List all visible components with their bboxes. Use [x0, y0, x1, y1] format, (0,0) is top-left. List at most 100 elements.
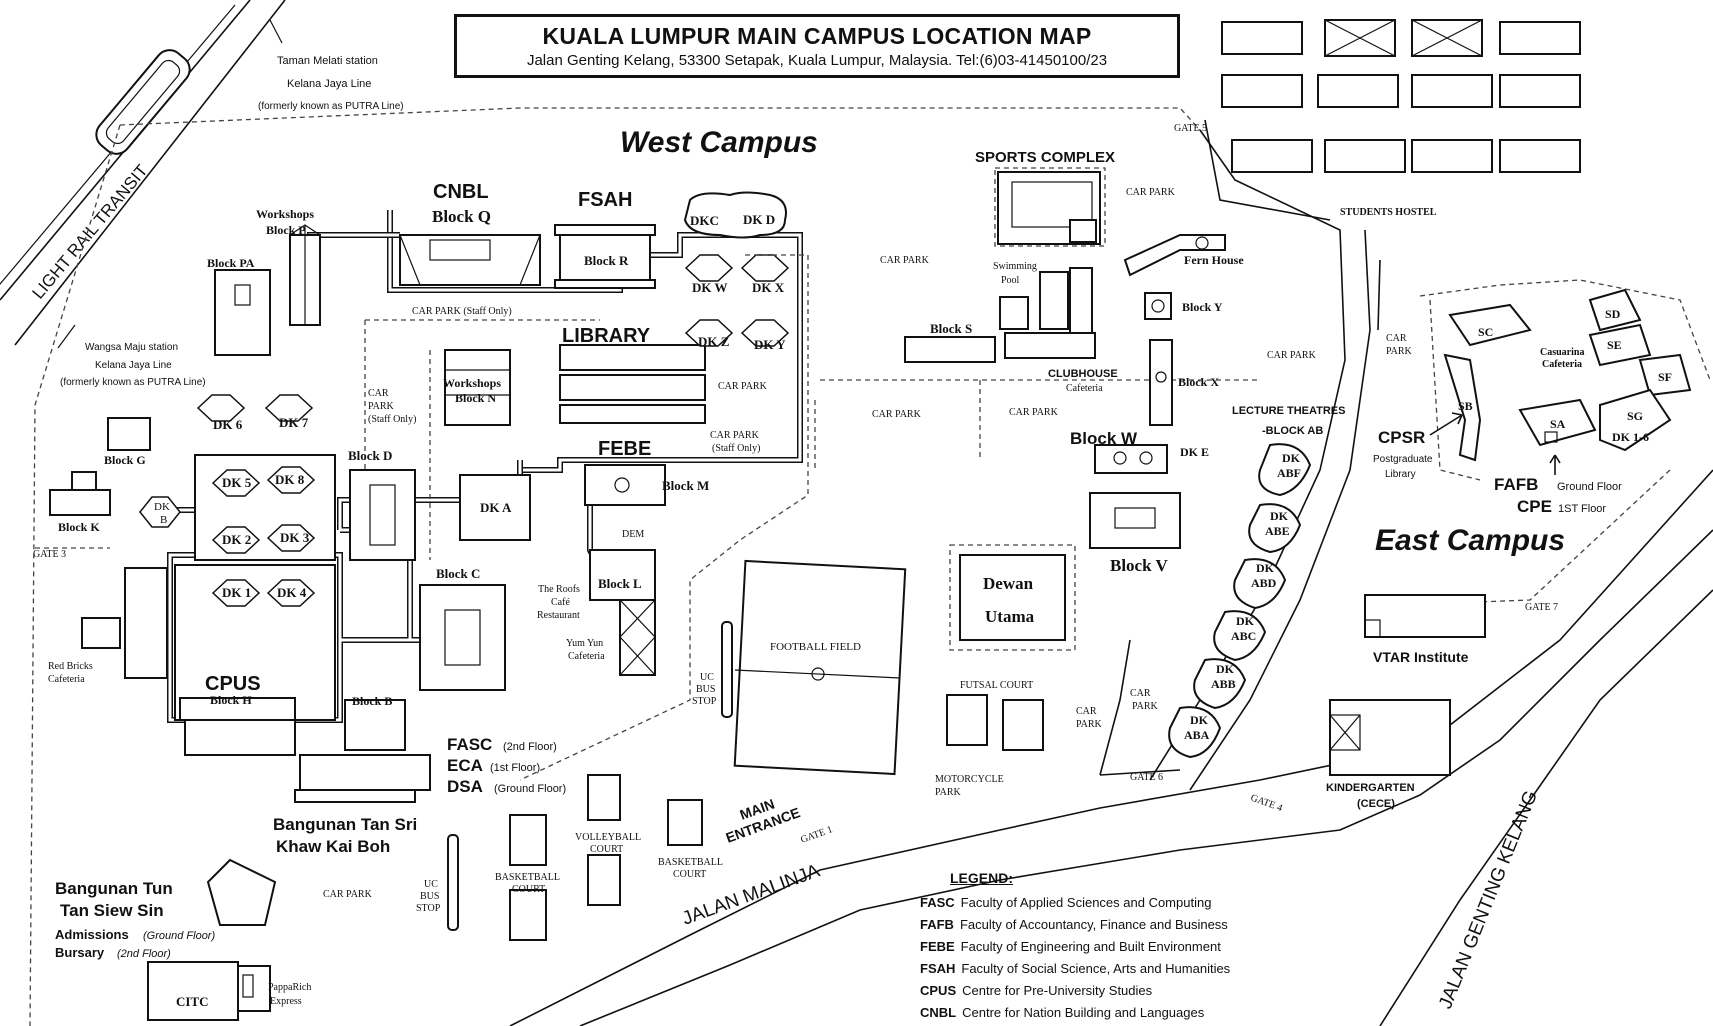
- legend-text: Faculty of Engineering and Built Environ…: [960, 939, 1221, 954]
- futsal-label: FUTSAL COURT: [960, 680, 1033, 691]
- dk7-label: DK 7: [279, 415, 309, 430]
- legend-row: FASC Faculty of Applied Sciences and Comp…: [920, 892, 1340, 914]
- west-campus-label: West Campus: [620, 126, 818, 159]
- pappa-label-1: PappaRich: [268, 982, 311, 993]
- legend-row: FSAH Faculty of Social Science, Arts and …: [920, 958, 1340, 980]
- gate6-label: GATE 6: [1130, 772, 1163, 783]
- legend: LEGEND: FASC Faculty of Applied Sciences …: [920, 870, 1340, 1024]
- carpark-staff-mid-1: CAR PARK: [710, 430, 760, 441]
- wangsa-line-label: Kelana Jaya Line: [95, 360, 172, 371]
- road-hostel: [1204, 119, 1381, 331]
- gate4-label: GATE 4: [1249, 792, 1284, 814]
- gate3-label: GATE 3: [33, 549, 66, 560]
- dsa-floor-label: (Ground Floor): [494, 783, 566, 795]
- workshops-n-label-2: Block N: [455, 391, 496, 405]
- bangunan-khaw-label-1: Bangunan Tan Sri: [273, 815, 417, 834]
- gate5-label: GATE 5: [1174, 123, 1207, 134]
- dk5-label: DK 5: [222, 475, 252, 490]
- fasc-floor-label: (2nd Floor): [503, 741, 557, 753]
- roofs-label-1: The Roofs: [538, 584, 580, 595]
- swimming-label-1: Swimming: [993, 261, 1037, 272]
- bursary-floor-label: (2nd Floor): [117, 948, 171, 960]
- block-h-label: Block H: [210, 693, 252, 707]
- basketball-label-2: COURT: [512, 884, 545, 895]
- road-jalan-malinja-top: [509, 469, 1713, 1026]
- carpark-ab-2: PARK: [1132, 701, 1159, 712]
- cpe-label: CPE: [1517, 497, 1552, 516]
- dk8-label: DK 8: [275, 472, 305, 487]
- football-label: FOOTBALL FIELD: [770, 641, 861, 653]
- dkabb-label-1: DK: [1216, 662, 1235, 676]
- taman-line-label: Kelana Jaya Line: [287, 78, 371, 90]
- block-v-label: Block V: [1110, 556, 1169, 575]
- dkaba-label-1: DK: [1190, 713, 1209, 727]
- carpark-staff-left-1: CAR: [368, 388, 389, 399]
- taman-formerly-label: (formerly known as PUTRA Line): [258, 101, 404, 112]
- block-pa-label: Block PA: [207, 256, 255, 270]
- dkabf-label-2: ABF: [1277, 466, 1301, 480]
- library-label: LIBRARY: [562, 325, 651, 347]
- road-gate6: [1099, 639, 1181, 776]
- uc-bus2-label-1: UC: [424, 879, 438, 890]
- fafb-floor-label: Ground Floor: [1557, 481, 1622, 493]
- dkabc-label-1: DK: [1236, 614, 1255, 628]
- bangunan-tun-label-2: Tan Siew Sin: [60, 901, 164, 920]
- cpsr-label-1: Postgraduate: [1373, 454, 1433, 465]
- carpark-staff-left-2: PARK: [368, 401, 395, 412]
- carpark-5: CAR PARK: [1009, 407, 1059, 418]
- legend-abbr: FASC: [920, 895, 955, 910]
- carpark-ab-1: CAR: [1130, 688, 1151, 699]
- legend-abbr: FEBE: [920, 939, 955, 954]
- dk1-label: DK 1: [222, 585, 251, 600]
- cpus-label: CPUS: [205, 673, 261, 695]
- dkd-label: DK D: [743, 212, 775, 227]
- legend-text: Centre for Nation Building and Languages: [962, 1005, 1205, 1020]
- block-s-label: Block S: [930, 321, 972, 336]
- clubhouse-label: CLUBHOUSE: [1048, 368, 1118, 380]
- legend-row: FAFB Faculty of Accountancy, Finance and …: [920, 914, 1340, 936]
- map-title-box: KUALA LUMPUR MAIN CAMPUS LOCATION MAP Ja…: [454, 14, 1180, 78]
- dkb-label-2: B: [160, 514, 167, 526]
- block-c-label: Block C: [436, 566, 480, 581]
- vtar-label: VTAR Institute: [1373, 649, 1469, 665]
- legend-text: Faculty of Accountancy, Finance and Busi…: [959, 917, 1228, 932]
- map-address: Jalan Genting Kelang, 53300 Setapak, Kua…: [526, 52, 1108, 69]
- legend-text: Faculty of Social Science, Arts and Huma…: [961, 961, 1231, 976]
- workshops-p-label-2: Block P: [266, 223, 306, 237]
- students-hostel-label: STUDENTS HOSTEL: [1340, 207, 1437, 218]
- legend-text: Faculty of Applied Sciences and Computin…: [960, 895, 1212, 910]
- lecture-label-1: LECTURE THEATRES: [1232, 405, 1345, 417]
- dkabe-label-1: DK: [1270, 509, 1289, 523]
- block-d-label: Block D: [348, 448, 392, 463]
- bursary-label: Bursary: [55, 945, 105, 960]
- campus-boundary-east: [1399, 279, 1711, 606]
- carpark-7: CAR PARK: [323, 889, 373, 900]
- dkabb-label-2: ABB: [1211, 677, 1236, 691]
- fsah-label: FSAH: [578, 189, 632, 211]
- staff-carpark-outline: [364, 254, 809, 781]
- sg-label: SG: [1627, 409, 1643, 423]
- legend-abbr: FSAH: [920, 961, 956, 976]
- se-label: SE: [1607, 338, 1622, 352]
- cpsr-arrow-icon: [1429, 412, 1463, 436]
- buildings-central: [447, 171, 1226, 941]
- swimming-label-2: Pool: [1001, 275, 1020, 286]
- carpark-staff-mid-2: (Staff Only): [712, 443, 760, 454]
- dkx-label: DK X: [752, 280, 785, 295]
- lrt-label: LIGHT RAIL TRANSIT: [29, 161, 152, 303]
- workshops-p-label-1: Workshops: [256, 207, 314, 221]
- dkabd-label-1: DK: [1256, 561, 1275, 575]
- dkabc-label-2: ABC: [1231, 629, 1256, 643]
- legend-heading: LEGEND:: [950, 870, 1013, 886]
- block-g-label: Block G: [104, 453, 146, 467]
- volleyball-label-2: COURT: [590, 844, 623, 855]
- fasc-label: FASC: [447, 735, 492, 754]
- motorcycle-label-2: PARK: [935, 787, 962, 798]
- legend-row: CNBL Centre for Nation Building and Langu…: [920, 1002, 1340, 1024]
- gate1-label: GATE 1: [799, 824, 834, 846]
- block-x-label: Block X: [1178, 375, 1219, 389]
- dkw-label: DK W: [692, 280, 728, 295]
- student-hostel: [1221, 19, 1581, 173]
- casuarina-label-2: Cafeteria: [1542, 359, 1582, 370]
